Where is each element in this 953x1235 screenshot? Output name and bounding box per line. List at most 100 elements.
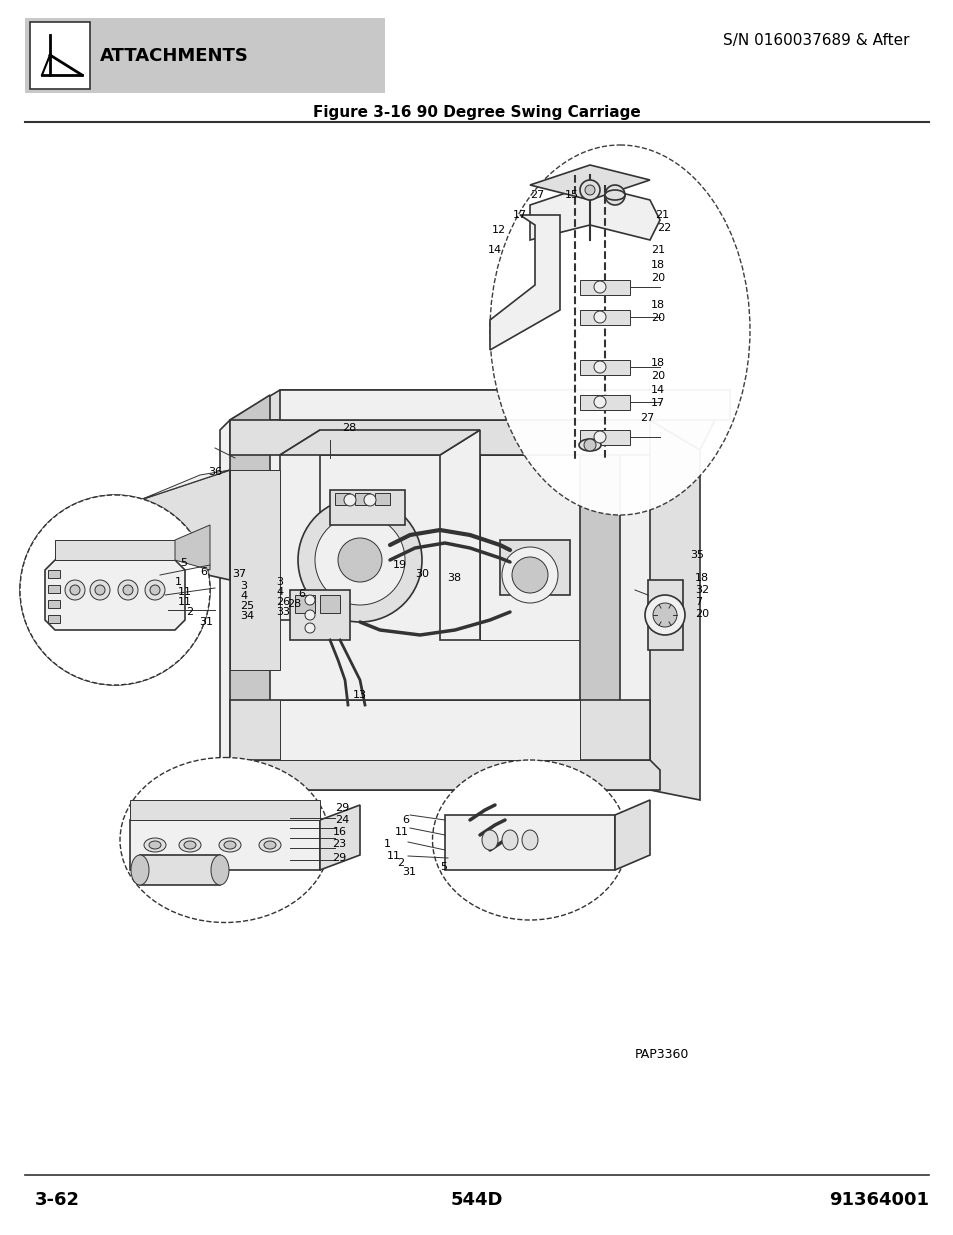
Text: 27: 27	[530, 190, 543, 200]
Polygon shape	[444, 815, 615, 869]
Text: 25: 25	[240, 601, 253, 611]
Text: 16: 16	[333, 827, 347, 837]
Text: 6: 6	[401, 815, 409, 825]
Ellipse shape	[131, 855, 149, 885]
Polygon shape	[280, 700, 579, 760]
Circle shape	[70, 585, 80, 595]
Bar	[30, 22, 90, 89]
Bar	[48, 571, 60, 578]
Bar	[579, 359, 629, 375]
Polygon shape	[319, 805, 359, 869]
Text: 21: 21	[655, 210, 668, 220]
Circle shape	[579, 180, 599, 200]
Text: 3: 3	[275, 577, 283, 587]
Polygon shape	[439, 430, 479, 640]
Polygon shape	[615, 800, 649, 869]
Ellipse shape	[604, 190, 624, 200]
Text: 17: 17	[513, 210, 527, 220]
Text: Figure 3-16 90 Degree Swing Carriage: Figure 3-16 90 Degree Swing Carriage	[313, 105, 640, 120]
Text: 91364001: 91364001	[828, 1191, 928, 1209]
Polygon shape	[230, 420, 649, 454]
Bar	[579, 430, 629, 445]
Text: 29: 29	[335, 803, 349, 813]
Text: 2: 2	[186, 606, 193, 618]
Text: 11: 11	[395, 827, 409, 837]
Text: 31: 31	[199, 618, 213, 627]
Ellipse shape	[184, 841, 195, 848]
Polygon shape	[649, 420, 700, 800]
Text: 4: 4	[275, 587, 283, 597]
Circle shape	[364, 494, 375, 506]
Text: 3: 3	[240, 580, 247, 592]
Text: 4: 4	[240, 592, 247, 601]
Text: 38: 38	[447, 573, 460, 583]
Bar	[48, 615, 60, 622]
Bar	[375, 493, 390, 505]
Text: 18: 18	[650, 300, 664, 310]
Text: 28: 28	[287, 599, 301, 609]
Polygon shape	[530, 165, 649, 200]
Polygon shape	[280, 390, 729, 420]
Text: 20: 20	[695, 609, 708, 619]
Circle shape	[501, 547, 558, 603]
Ellipse shape	[501, 830, 517, 850]
Circle shape	[314, 515, 405, 605]
Ellipse shape	[490, 144, 749, 515]
Ellipse shape	[578, 438, 600, 451]
Polygon shape	[45, 559, 185, 630]
Text: 21: 21	[650, 245, 664, 254]
Text: 24: 24	[335, 815, 349, 825]
Circle shape	[145, 580, 165, 600]
Text: 11: 11	[178, 597, 192, 606]
Circle shape	[344, 494, 355, 506]
Polygon shape	[479, 454, 579, 640]
Bar	[230, 471, 280, 671]
Circle shape	[652, 603, 677, 627]
Circle shape	[123, 585, 132, 595]
Ellipse shape	[481, 830, 497, 850]
Circle shape	[305, 595, 314, 605]
Polygon shape	[220, 420, 659, 790]
Text: 18: 18	[695, 573, 708, 583]
Circle shape	[305, 622, 314, 634]
Circle shape	[20, 495, 210, 685]
Text: 20: 20	[650, 312, 664, 324]
Text: 31: 31	[401, 867, 416, 877]
Text: 18: 18	[650, 261, 664, 270]
Ellipse shape	[432, 760, 627, 920]
Text: ATTACHMENTS: ATTACHMENTS	[100, 47, 249, 65]
Text: PAP3360: PAP3360	[635, 1049, 689, 1062]
Text: 30: 30	[415, 569, 429, 579]
Bar	[290, 590, 350, 640]
Circle shape	[297, 498, 421, 622]
Text: 17: 17	[650, 398, 664, 408]
Circle shape	[644, 595, 684, 635]
Polygon shape	[579, 405, 619, 781]
Bar	[319, 595, 339, 613]
Text: 27: 27	[639, 412, 654, 424]
Polygon shape	[490, 215, 559, 350]
Bar	[355, 493, 370, 505]
Circle shape	[594, 396, 605, 408]
Bar	[140, 855, 220, 885]
Text: 19: 19	[393, 559, 407, 571]
Circle shape	[90, 580, 110, 600]
Polygon shape	[280, 430, 479, 454]
Circle shape	[150, 585, 160, 595]
Circle shape	[594, 361, 605, 373]
Text: 14: 14	[650, 385, 664, 395]
Text: 1: 1	[174, 577, 182, 587]
Text: 6: 6	[200, 567, 207, 577]
Ellipse shape	[521, 830, 537, 850]
Ellipse shape	[120, 757, 330, 923]
Text: 7: 7	[695, 597, 701, 606]
Polygon shape	[280, 430, 319, 620]
Bar	[647, 580, 682, 650]
Bar	[579, 310, 629, 325]
Polygon shape	[55, 540, 174, 559]
Polygon shape	[230, 390, 729, 450]
Text: 26: 26	[275, 597, 290, 606]
Circle shape	[584, 185, 595, 195]
Polygon shape	[140, 471, 230, 500]
Polygon shape	[140, 471, 230, 580]
